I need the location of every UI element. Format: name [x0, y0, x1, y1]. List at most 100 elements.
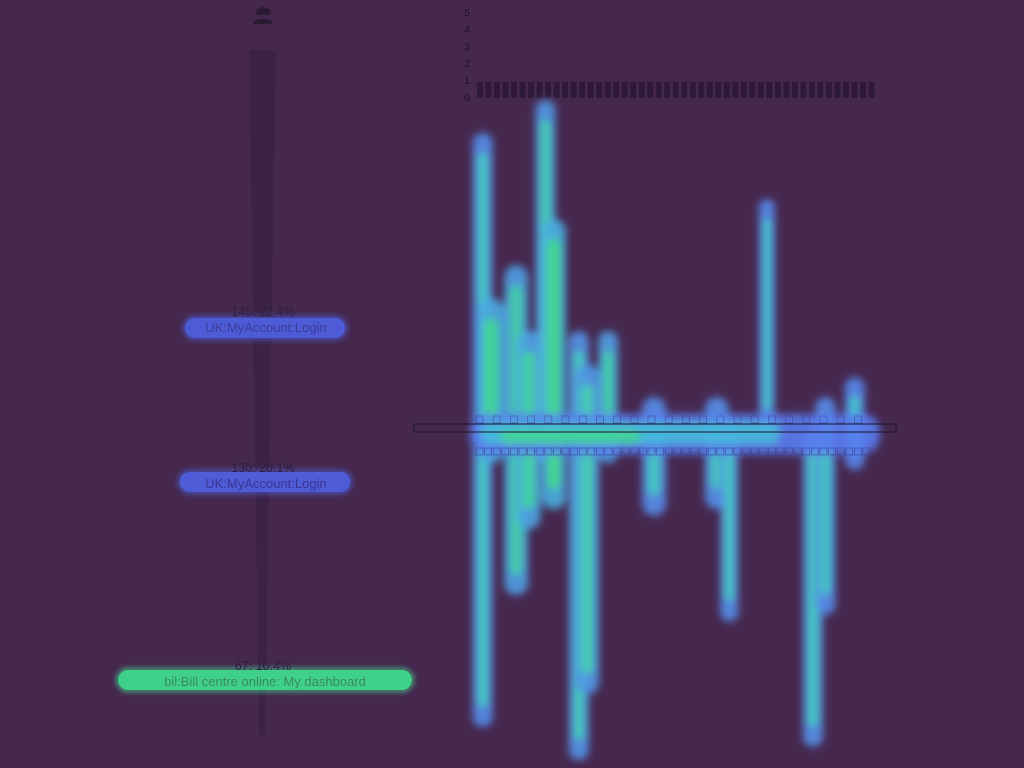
heat-cell: [664, 415, 673, 424]
funnel-node-1-name[interactable]: UK:MyAccount:Login: [205, 320, 327, 335]
top-bar: [664, 82, 671, 98]
heat-cell: [596, 415, 604, 424]
heat-cell: [682, 415, 690, 424]
heat-cell: [639, 447, 647, 456]
top-bar: [553, 82, 560, 98]
heat-cell: [733, 447, 742, 456]
top-bar: [749, 82, 756, 98]
heat-cell: [854, 415, 862, 424]
heatmap-blobs: [470, 100, 880, 760]
heat-cell: [699, 447, 707, 456]
heat-cell: [828, 447, 836, 456]
heat-cell: [561, 415, 570, 424]
top-bar: [808, 82, 815, 98]
y-tick-0: 0: [464, 92, 470, 104]
heat-cell: [716, 415, 725, 424]
funnel-node-3-name[interactable]: bil:Bill centre online: My dashboard: [164, 674, 366, 689]
heat-cell: [630, 415, 639, 424]
heat-cell: [613, 447, 621, 456]
heat-cell: [518, 447, 527, 456]
heat-cell: [509, 447, 518, 456]
top-bar: [647, 82, 654, 98]
funnel-node-pills: [115, 315, 415, 693]
heat-cell: [819, 415, 828, 424]
funnel-node-1-count: 145: 22.4%: [231, 305, 295, 319]
heat-cell: [742, 447, 750, 456]
heat-cell: [501, 447, 510, 456]
top-bar: [672, 82, 679, 98]
top-bar: [570, 82, 577, 98]
heat-cell: [492, 415, 501, 424]
top-bar: [528, 82, 535, 98]
y-tick-3: 3: [464, 41, 470, 53]
users-icon: [253, 7, 273, 24]
heat-cell: [553, 447, 561, 456]
heat-cell: [750, 447, 759, 456]
top-bar: [579, 82, 586, 98]
heat-cell: [544, 447, 553, 456]
y-tick-5: 5: [464, 7, 470, 19]
top-bar: [723, 82, 730, 98]
top-bar: [562, 82, 569, 98]
heat-cell: [475, 447, 484, 456]
top-bar: [842, 82, 849, 98]
top-bar: [613, 82, 620, 98]
top-bar: [477, 82, 484, 98]
top-bar: [783, 82, 790, 98]
top-bar: [834, 82, 841, 98]
heat-cell: [836, 415, 845, 424]
heat-cell: [768, 415, 776, 424]
heat-cell: [836, 447, 845, 456]
heat-cell: [527, 415, 535, 424]
top-bar: [851, 82, 858, 98]
heat-cell: [561, 447, 570, 456]
heat-cell: [613, 415, 621, 424]
top-bar: [689, 82, 696, 98]
top-bar: [511, 82, 518, 98]
heat-cell: [587, 447, 596, 456]
top-bar: [536, 82, 543, 98]
heat-cell: [570, 447, 578, 456]
heatmap-baseline-box: [413, 423, 897, 433]
heat-cell: [862, 447, 871, 456]
top-bar: [681, 82, 688, 98]
funnel-node-3-pill: [118, 670, 412, 690]
heat-cell: [509, 415, 518, 424]
heat-blob-core: [762, 219, 772, 410]
funnel-node-3-count: 67: 10.4%: [234, 659, 292, 673]
funnel-node-2-name[interactable]: UK:MyAccount:Login: [205, 476, 327, 491]
heat-cell: [664, 447, 673, 456]
heat-cell: [535, 447, 544, 456]
funnel-spine: [249, 50, 276, 735]
heat-blob-core: [483, 318, 499, 443]
top-bar: [740, 82, 747, 98]
top-bar: [485, 82, 492, 98]
heat-cell: [776, 447, 785, 456]
heat-blob-core: [580, 384, 594, 674]
heat-cell: [854, 447, 862, 456]
top-bar: [774, 82, 781, 98]
heat-cell: [578, 415, 587, 424]
top-bar: [587, 82, 594, 98]
top-bar: [817, 82, 824, 98]
top-bar: [859, 82, 866, 98]
heat-blob-core: [819, 417, 831, 595]
top-bar: [502, 82, 509, 98]
top-bar: [596, 82, 603, 98]
heat-cell: [484, 447, 493, 456]
heat-cell: [845, 447, 854, 456]
heat-cell: [750, 415, 759, 424]
top-bar: [494, 82, 501, 98]
heat-cell: [673, 447, 682, 456]
heat-cell: [725, 447, 733, 456]
heat-cell: [819, 447, 828, 456]
heat-cell: [699, 415, 707, 424]
heat-cell: [802, 447, 811, 456]
top-bar: [630, 82, 637, 98]
heat-cell: [630, 447, 639, 456]
heatmap-cells: [475, 415, 871, 456]
heat-cell: [690, 447, 699, 456]
top-bar: [766, 82, 773, 98]
top-bar: [706, 82, 713, 98]
